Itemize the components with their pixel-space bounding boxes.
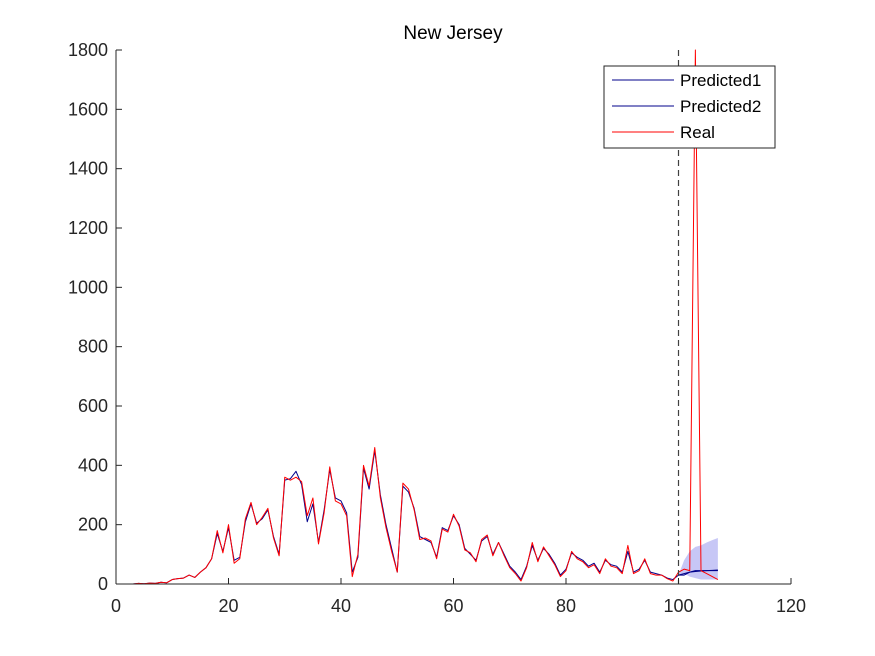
confidence-band-layer bbox=[678, 538, 718, 580]
x-tick-label: 100 bbox=[663, 596, 693, 616]
series-line-real bbox=[121, 49, 719, 585]
legend-label-predicted2: Predicted2 bbox=[680, 97, 761, 116]
axes-layer: 0 20 40 60 80 100 1200200400600800100012001400… bbox=[68, 40, 806, 616]
x-tick-label: 80 bbox=[556, 596, 576, 616]
y-tick-label: 1200 bbox=[68, 218, 108, 238]
y-tick-label: 1800 bbox=[68, 40, 108, 60]
y-tick-label: 1400 bbox=[68, 159, 108, 179]
series-line-predicted2 bbox=[678, 569, 718, 576]
y-tick-label: 1000 bbox=[68, 277, 108, 297]
legend-label-real: Real bbox=[680, 123, 715, 142]
y-tick-label: 0 bbox=[98, 574, 108, 594]
chart-title: New Jersey bbox=[403, 23, 503, 44]
x-tick-label: 120 bbox=[776, 596, 806, 616]
legend-label-predicted1: Predicted1 bbox=[680, 71, 761, 90]
x-tick-label: 40 bbox=[331, 596, 351, 616]
y-tick-label: 1600 bbox=[68, 99, 108, 119]
y-tick-label: 600 bbox=[78, 396, 108, 416]
x-tick-label: 60 bbox=[443, 596, 463, 616]
y-tick-label: 200 bbox=[78, 515, 108, 535]
x-tick-label: 0 bbox=[111, 596, 121, 616]
x-tick-label: 20 bbox=[218, 596, 238, 616]
legend: Predicted1 Predicted2 Real bbox=[603, 65, 776, 149]
y-tick-label: 800 bbox=[78, 337, 108, 357]
confidence-band bbox=[678, 538, 718, 580]
y-tick-label: 400 bbox=[78, 455, 108, 475]
series-layer bbox=[121, 49, 719, 585]
